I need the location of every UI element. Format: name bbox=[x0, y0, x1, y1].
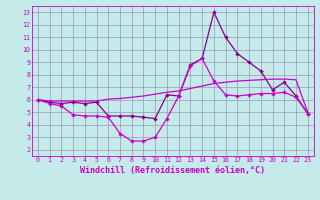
X-axis label: Windchill (Refroidissement éolien,°C): Windchill (Refroidissement éolien,°C) bbox=[80, 166, 265, 175]
